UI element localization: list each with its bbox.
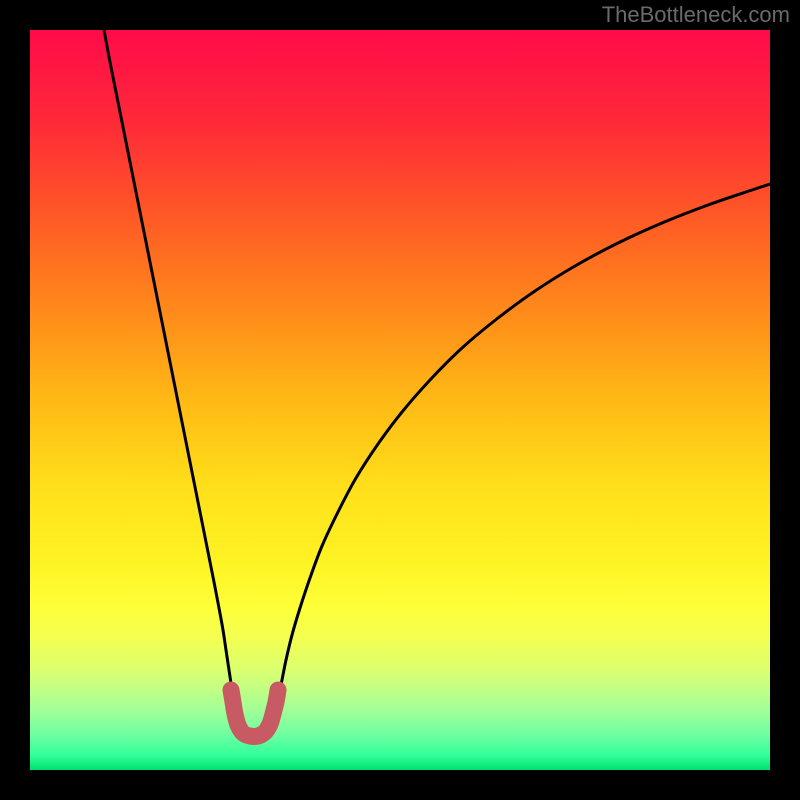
gradient-background — [30, 30, 770, 770]
plot-area — [30, 30, 770, 770]
bottleneck-chart-svg — [30, 30, 770, 770]
watermark-text: TheBottleneck.com — [602, 2, 790, 28]
chart-container: TheBottleneck.com — [0, 0, 800, 800]
